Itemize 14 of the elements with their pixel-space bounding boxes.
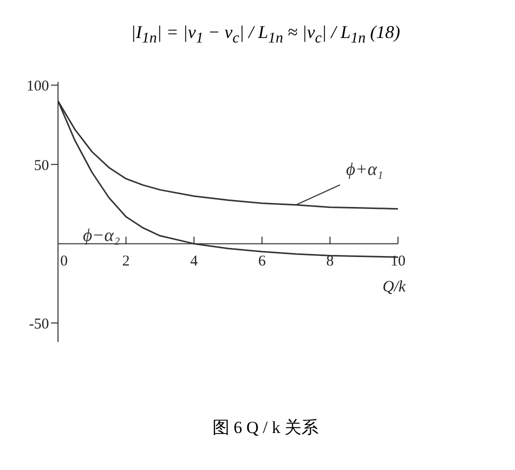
x-tick-label: 8 (326, 253, 334, 270)
x-tick-label: 4 (190, 253, 198, 270)
x-tick-label: 6 (258, 253, 266, 270)
y-tick-label: 50 (34, 157, 49, 174)
x-tick-label: 2 (122, 253, 130, 270)
text: |I$_{1n}$| = |v$_{1}$ − v$_{c}$| / L$_{1n}$ ≈ |v$_{c}$| / L$_{1n}$ (18) (130, 22, 400, 47)
x-axis-title: Q/k (382, 278, 406, 296)
y-tick-label: 100 (26, 78, 49, 94)
x-tick-label: 10 (390, 253, 406, 270)
y-tick-label: -50 (29, 316, 49, 332)
text: 图 6 Q / k 关系 (211, 416, 320, 439)
series-label: ϕ−α₂ (82, 224, 120, 244)
x-tick-label: 0 (60, 253, 68, 270)
series-label: ϕ+α₁ (346, 158, 384, 178)
